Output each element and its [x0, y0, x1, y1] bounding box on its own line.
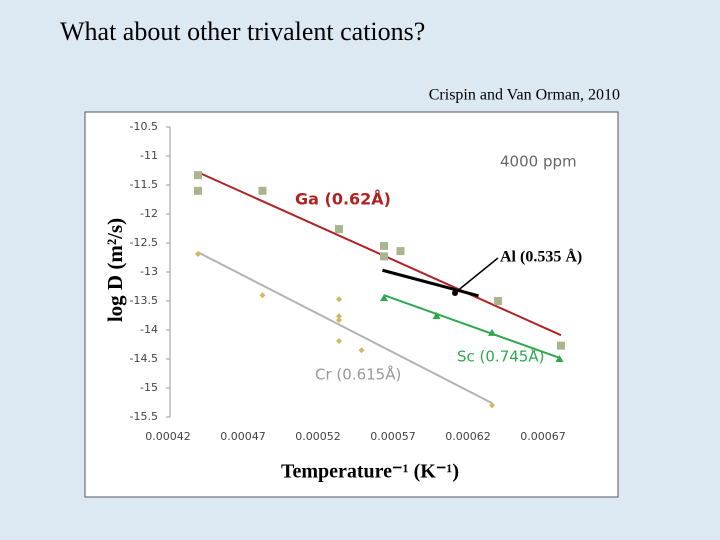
marker [432, 312, 441, 320]
x-axis-label: Temperature⁻¹ (K⁻¹) [281, 461, 459, 483]
marker [494, 297, 502, 305]
x-tick-label: 0.00067 [520, 430, 566, 443]
marker [396, 247, 405, 256]
marker [380, 252, 388, 261]
marker [488, 328, 496, 336]
slide-title: What about other trivalent cations? [60, 17, 425, 46]
trend-line [197, 251, 493, 404]
marker [259, 292, 266, 299]
y-tick-label: -14.5 [130, 352, 158, 365]
marker [336, 313, 342, 320]
marker [336, 338, 342, 345]
marker [195, 251, 201, 258]
marker [194, 171, 202, 180]
y-tick-label: -15 [140, 381, 158, 394]
series-label: Ga (0.62Å) [295, 190, 391, 209]
x-tick-label: 0.00047 [220, 430, 266, 443]
series-label: Al (0.535 Å) [500, 248, 582, 266]
y-axis-label: log D (m²/s) [103, 218, 127, 322]
chart-frame [84, 111, 619, 498]
x-tick-label: 0.00042 [145, 430, 191, 443]
trend-line [383, 294, 560, 359]
marker [335, 225, 343, 234]
marker [358, 347, 365, 354]
y-tick-label: -10.5 [130, 120, 158, 133]
arrow [455, 257, 499, 293]
y-tick-label: -15.5 [130, 410, 158, 423]
marker [380, 241, 388, 250]
arrow-head [452, 290, 458, 296]
y-tick-label: -13 [140, 265, 158, 278]
series-label: Sc (0.745Å) [457, 347, 544, 366]
series-label: Cr (0.615Å) [315, 365, 401, 384]
y-tick-label: -11.5 [130, 178, 158, 191]
marker [258, 186, 267, 195]
x-tick-label: 0.00052 [295, 430, 341, 443]
y-tick-label: -13.5 [130, 294, 158, 307]
marker [489, 402, 495, 409]
marker [336, 296, 342, 303]
annotation: 4000 ppm [500, 153, 577, 171]
marker [194, 186, 202, 195]
y-tick-label: -14 [140, 323, 158, 336]
marker [557, 341, 565, 350]
trend-line [382, 268, 479, 298]
marker [336, 317, 342, 324]
trend-line [197, 171, 562, 337]
citation: Crispin and Van Orman, 2010 [429, 87, 620, 104]
y-tick-label: -12 [140, 207, 158, 220]
x-tick-label: 0.00062 [445, 430, 491, 443]
y-tick-label: -11 [140, 149, 158, 162]
y-tick-label: -12.5 [130, 236, 158, 249]
x-tick-label: 0.00057 [370, 430, 416, 443]
marker [380, 294, 388, 302]
marker [555, 355, 564, 362]
